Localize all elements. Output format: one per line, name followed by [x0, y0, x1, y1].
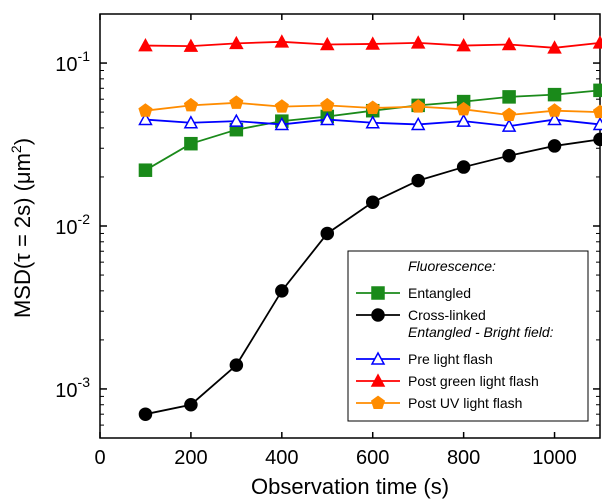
data-point — [365, 115, 380, 129]
data-point — [502, 90, 516, 104]
data-point — [502, 148, 516, 163]
data-point — [501, 118, 517, 132]
data-point — [320, 36, 335, 51]
x-axis-title: Observation time (s) — [251, 474, 449, 499]
data-point — [411, 99, 426, 113]
legend-marker — [371, 286, 385, 300]
x-axis: 0 200 400 600 800 1000 — [94, 14, 577, 469]
series-post-uv-light-flash — [138, 95, 602, 121]
legend-heading-fluorescence: Fluorescence: — [408, 258, 496, 274]
data-point — [184, 136, 198, 151]
data-point — [501, 36, 517, 51]
data-point — [320, 226, 335, 241]
legend-entry: Post UV light flash — [356, 395, 522, 411]
data-point — [229, 113, 244, 127]
data-point — [229, 358, 244, 372]
legend-marker — [370, 395, 386, 410]
data-point — [183, 115, 199, 129]
legend-marker — [371, 308, 385, 322]
legend-heading-bright-field: Entangled - Bright field: — [408, 324, 554, 340]
series-post-green-light-flash — [138, 34, 602, 54]
legend-label: Entangled — [408, 285, 471, 301]
x-tick-label: 1000 — [532, 447, 577, 469]
data-point — [456, 101, 471, 116]
data-point — [365, 100, 380, 114]
data-point — [410, 116, 426, 131]
data-point — [274, 116, 290, 131]
x-tick-label: 0 — [94, 447, 105, 469]
data-point — [138, 38, 153, 52]
legend-marker — [370, 351, 386, 365]
x-tick-label: 800 — [447, 447, 480, 469]
legend: Fluorescence: Entangled - Bright field: … — [347, 250, 589, 422]
data-point — [547, 111, 562, 126]
legend-label: Cross-linked — [408, 307, 486, 323]
y-axis-title: MSD(τ = 2s) (μm2) — [8, 138, 35, 318]
data-point — [456, 160, 471, 174]
legend-entry: Entangled — [356, 285, 471, 301]
data-point — [365, 195, 380, 209]
legend-entry: Pre light flash — [356, 351, 493, 367]
data-point — [365, 36, 380, 50]
data-point — [502, 107, 517, 121]
data-point — [593, 83, 602, 98]
series-pre-light-flash — [138, 111, 602, 132]
data-point — [274, 34, 290, 48]
series-entangled — [138, 83, 602, 177]
x-tick-label: 200 — [174, 447, 207, 469]
series-cross-linked — [138, 132, 602, 421]
legend-box — [347, 250, 589, 422]
data-point — [592, 35, 602, 49]
data-point — [320, 97, 335, 112]
data-point — [547, 87, 562, 102]
data-point — [456, 113, 471, 127]
y-tick-label: 10-1 — [55, 48, 90, 76]
legend-marker — [370, 373, 386, 387]
data-point — [410, 35, 426, 49]
legend-entries: Entangled Cross-linked Pre light flash Post… — [356, 285, 539, 411]
legend-label: Pre light flash — [408, 351, 493, 367]
data-point — [320, 111, 335, 126]
data-point — [138, 163, 153, 177]
data-point — [138, 111, 153, 126]
data-point — [138, 407, 153, 421]
data-point — [592, 116, 602, 131]
data-point — [456, 38, 471, 52]
data-point — [138, 103, 153, 117]
x-tick-label: 400 — [265, 447, 298, 469]
legend-label: Post UV light flash — [408, 395, 522, 411]
data-point — [547, 40, 562, 54]
data-point — [229, 95, 244, 109]
data-point — [592, 104, 602, 119]
data-point — [183, 38, 199, 52]
data-point — [275, 284, 289, 298]
data-point — [229, 35, 244, 50]
legend-label: Post green light flash — [408, 373, 539, 389]
data-point — [184, 397, 198, 412]
legend-entry: Post green light flash — [356, 373, 539, 389]
y-tick-label: 10-2 — [55, 211, 90, 239]
data-point — [274, 99, 289, 113]
data-point — [547, 139, 562, 153]
x-tick-label: 600 — [356, 447, 389, 469]
data-point — [593, 132, 602, 147]
y-tick-label: 10-3 — [55, 374, 90, 402]
legend-entry: Cross-linked — [356, 307, 486, 323]
data-point — [411, 173, 425, 188]
y-axis: 10-3 10-2 10-1 — [55, 13, 600, 439]
series-layer — [138, 34, 602, 421]
data-point — [183, 97, 198, 112]
data-point — [547, 103, 562, 117]
